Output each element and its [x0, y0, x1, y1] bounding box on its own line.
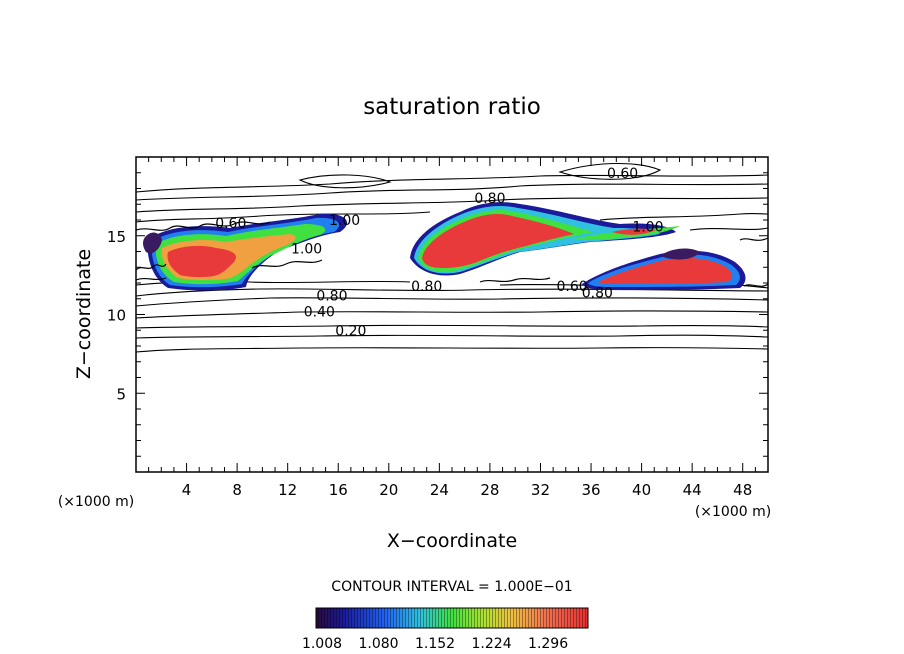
contour-line — [136, 334, 768, 339]
contour-line — [136, 221, 271, 231]
contour-label: 1.00 — [632, 219, 663, 235]
contour-line — [479, 277, 551, 283]
x-unit-left: (×1000 m) — [58, 494, 134, 510]
axis-ticks — [136, 157, 768, 472]
y-tick-label: 10 — [107, 307, 126, 325]
x-tick-label: 36 — [581, 481, 600, 499]
contour-line — [743, 283, 768, 287]
colorbar-tick-label: 1.008 — [302, 636, 342, 652]
x-unit-right: (×1000 m) — [695, 504, 771, 520]
contour-clusters — [136, 221, 768, 287]
contour-line — [689, 227, 768, 231]
x-tick-label: 44 — [683, 481, 702, 499]
filled-region — [143, 232, 162, 254]
filled-region — [167, 245, 236, 278]
colorbar-tick-label: 1.296 — [528, 636, 568, 652]
colorbar-frame — [315, 607, 589, 629]
filled-regions — [143, 202, 746, 291]
x-tick-label: 8 — [232, 481, 242, 499]
contour-label: 0.60 — [215, 216, 246, 232]
colorbar-tick-label: 1.080 — [358, 636, 398, 652]
contour-line — [136, 211, 431, 223]
contour-line — [298, 174, 392, 189]
contour-line — [136, 347, 768, 353]
contour-line — [251, 259, 323, 269]
contour-label: 0.80 — [411, 279, 442, 295]
contour-line — [136, 310, 768, 319]
x-tick-label: 40 — [632, 481, 651, 499]
contour-line — [136, 288, 768, 297]
filled-region — [598, 258, 733, 284]
y-tick-label: 15 — [107, 228, 126, 246]
colorbar-tick-label: 1.152 — [415, 636, 455, 652]
contour-line — [136, 297, 768, 307]
contour-label: 0.80 — [316, 289, 347, 305]
x-tick-label: 48 — [733, 481, 752, 499]
contour-line — [739, 237, 768, 241]
x-tick-label: 12 — [278, 481, 297, 499]
x-tick-label: 24 — [430, 481, 449, 499]
y-tick-label: 5 — [116, 385, 126, 403]
contour-label: 0.80 — [582, 285, 613, 301]
x-tick-label: 28 — [480, 481, 499, 499]
x-tick-label: 32 — [531, 481, 550, 499]
contour-interval: CONTOUR INTERVAL = 1.000E−01 — [331, 579, 572, 595]
filled-region — [660, 248, 700, 260]
x-tick-label: 20 — [379, 481, 398, 499]
colorbar-tick-labels: 1.008 1.080 1.152 1.224 1.296 — [302, 636, 568, 652]
filled-region — [612, 228, 656, 235]
contour-label: 0.80 — [474, 191, 505, 207]
contour-line — [136, 324, 768, 329]
contour-label: 0.60 — [607, 166, 638, 182]
colorbar-tick-label: 1.224 — [472, 636, 512, 652]
contour-label: 1.00 — [291, 241, 322, 257]
x-axis-label: X−coordinate — [387, 530, 517, 552]
contour-line — [136, 263, 167, 271]
colorbar: 1.008 1.080 1.152 1.224 1.296 — [302, 607, 589, 652]
contour-line — [136, 174, 768, 193]
contour-line — [558, 163, 662, 180]
contour-label: 0.40 — [304, 304, 335, 320]
y-axis-label: Z−coordinate — [73, 249, 95, 379]
x-tick-label: 16 — [329, 481, 348, 499]
contour-line — [599, 213, 768, 221]
contour-labels: 0.600.800.60 1.00 1.001.000.800.80 0.600.80… — [215, 166, 663, 340]
chart-title: saturation ratio — [363, 94, 541, 120]
contour-line — [136, 197, 768, 213]
contour-label: 1.00 — [329, 213, 360, 229]
x-tick-label: 4 — [182, 481, 192, 499]
colorbar-stripes — [316, 608, 588, 628]
contour-label: 0.20 — [335, 323, 366, 339]
contour-line — [136, 277, 167, 281]
filled-region — [422, 214, 574, 268]
contour-field — [136, 163, 768, 353]
contour-lines — [136, 163, 768, 353]
contour-label: 0.60 — [556, 279, 587, 295]
contour-line — [136, 183, 768, 201]
